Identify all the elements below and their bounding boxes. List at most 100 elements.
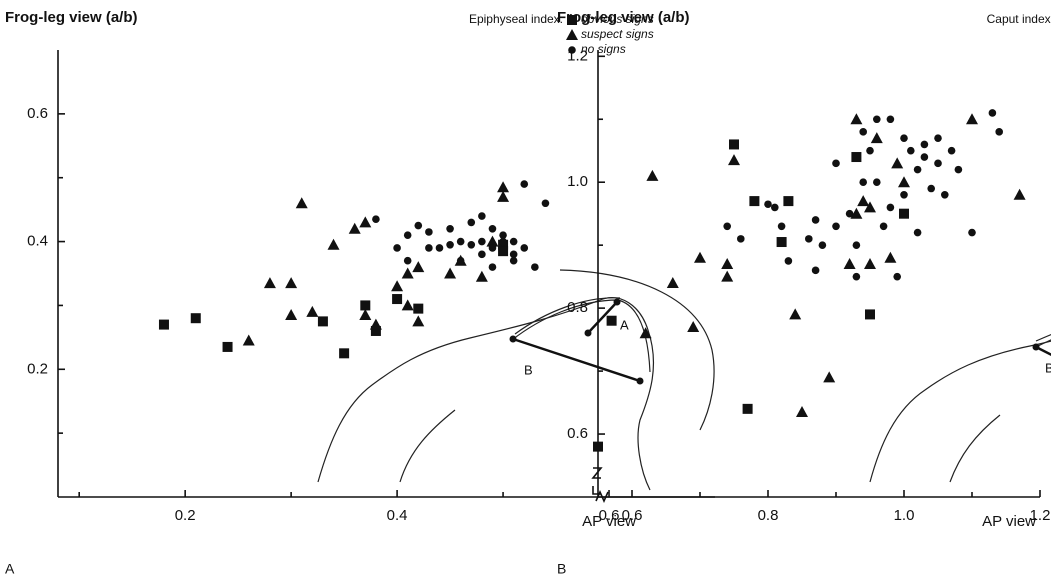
data-point (818, 241, 827, 249)
data-point (879, 222, 888, 231)
data-point (859, 178, 867, 187)
data-point (392, 294, 403, 305)
data-point (934, 159, 942, 168)
data-point (348, 222, 361, 234)
data-point (509, 250, 518, 259)
y-tick-label: 0.4 (27, 233, 48, 250)
x-axis-label: AP view (982, 513, 1036, 530)
y-tick-label: 0.2 (27, 360, 48, 377)
data-point (749, 196, 760, 207)
data-point (456, 256, 465, 265)
data-point (393, 244, 401, 252)
data-point (467, 218, 476, 227)
data-point (811, 216, 820, 224)
x-axis-label: AP view (582, 513, 636, 530)
data-point (900, 191, 908, 199)
data-point (467, 240, 476, 249)
data-point (913, 228, 922, 237)
data-point (771, 203, 779, 212)
data-point (742, 403, 753, 414)
data-point (737, 235, 745, 243)
data-point (412, 315, 425, 327)
data-point (988, 109, 997, 117)
legend-marker (568, 46, 576, 54)
data-point (478, 212, 486, 220)
data-point (295, 197, 308, 209)
data-point (927, 184, 935, 193)
data-point (920, 153, 929, 161)
data-point (886, 203, 895, 212)
data-point (899, 208, 909, 219)
data-point (832, 159, 840, 168)
data-point (401, 299, 414, 311)
data-point (687, 321, 700, 333)
data-point (158, 319, 169, 330)
diagram-label: B (1045, 360, 1051, 375)
data-point (891, 157, 904, 169)
data-point (369, 318, 382, 330)
data-point (446, 240, 454, 249)
data-point (475, 270, 488, 282)
data-point (866, 146, 874, 155)
diagram-label: A (620, 317, 629, 332)
y-tick-label: 0.8 (567, 299, 588, 316)
data-point (413, 303, 424, 314)
data-point (222, 341, 233, 352)
data-point (401, 267, 414, 279)
legend-marker (566, 29, 578, 40)
data-point (947, 146, 956, 155)
legend-title: Epiphyseal index: (469, 12, 563, 26)
data-point (414, 221, 423, 230)
data-point (403, 256, 412, 265)
data-point (425, 228, 433, 236)
legend-label: no signs (581, 42, 626, 56)
data-point (391, 280, 404, 292)
data-point (941, 191, 949, 199)
legend-marker (567, 15, 577, 25)
data-point (370, 325, 381, 336)
data-point (954, 165, 963, 174)
data-point (446, 225, 454, 233)
data-point (865, 309, 875, 320)
data-point (488, 225, 497, 233)
legend-label: obvious signs (581, 12, 654, 26)
x-tick-label: 0.4 (387, 507, 408, 524)
data-point (823, 371, 836, 383)
y-tick-label: 1.2 (567, 47, 588, 64)
panel-label: B (557, 561, 566, 577)
data-point (884, 251, 897, 263)
data-point (520, 180, 529, 188)
data-point (764, 200, 772, 209)
data-point (444, 267, 457, 279)
data-point (372, 215, 380, 224)
data-point (263, 277, 276, 289)
data-point (850, 207, 863, 219)
data-point (606, 315, 617, 326)
y-axis-label: Frog-leg view (a/b) (5, 9, 138, 26)
data-point (864, 201, 876, 213)
x-tick-label: 0.8 (758, 507, 779, 524)
data-point (486, 235, 499, 247)
data-point (811, 266, 820, 275)
data-point (520, 244, 529, 252)
data-point (285, 277, 298, 289)
data-point (796, 406, 808, 418)
legend-title: Caput index: (987, 12, 1051, 26)
data-point (488, 244, 497, 252)
data-point (1013, 188, 1026, 200)
data-point (845, 209, 854, 218)
data-point (190, 313, 201, 324)
data-point (864, 258, 876, 270)
data-point (425, 244, 433, 252)
data-point (783, 196, 794, 207)
data-point (242, 334, 255, 346)
data-point (873, 178, 881, 187)
diagram-label: B (524, 362, 533, 377)
data-point (327, 238, 340, 250)
data-point (541, 199, 550, 208)
data-point (729, 139, 739, 150)
y-tick-label: 0.6 (567, 425, 588, 442)
data-point (646, 169, 659, 181)
data-point (499, 237, 507, 246)
data-point (509, 237, 518, 246)
